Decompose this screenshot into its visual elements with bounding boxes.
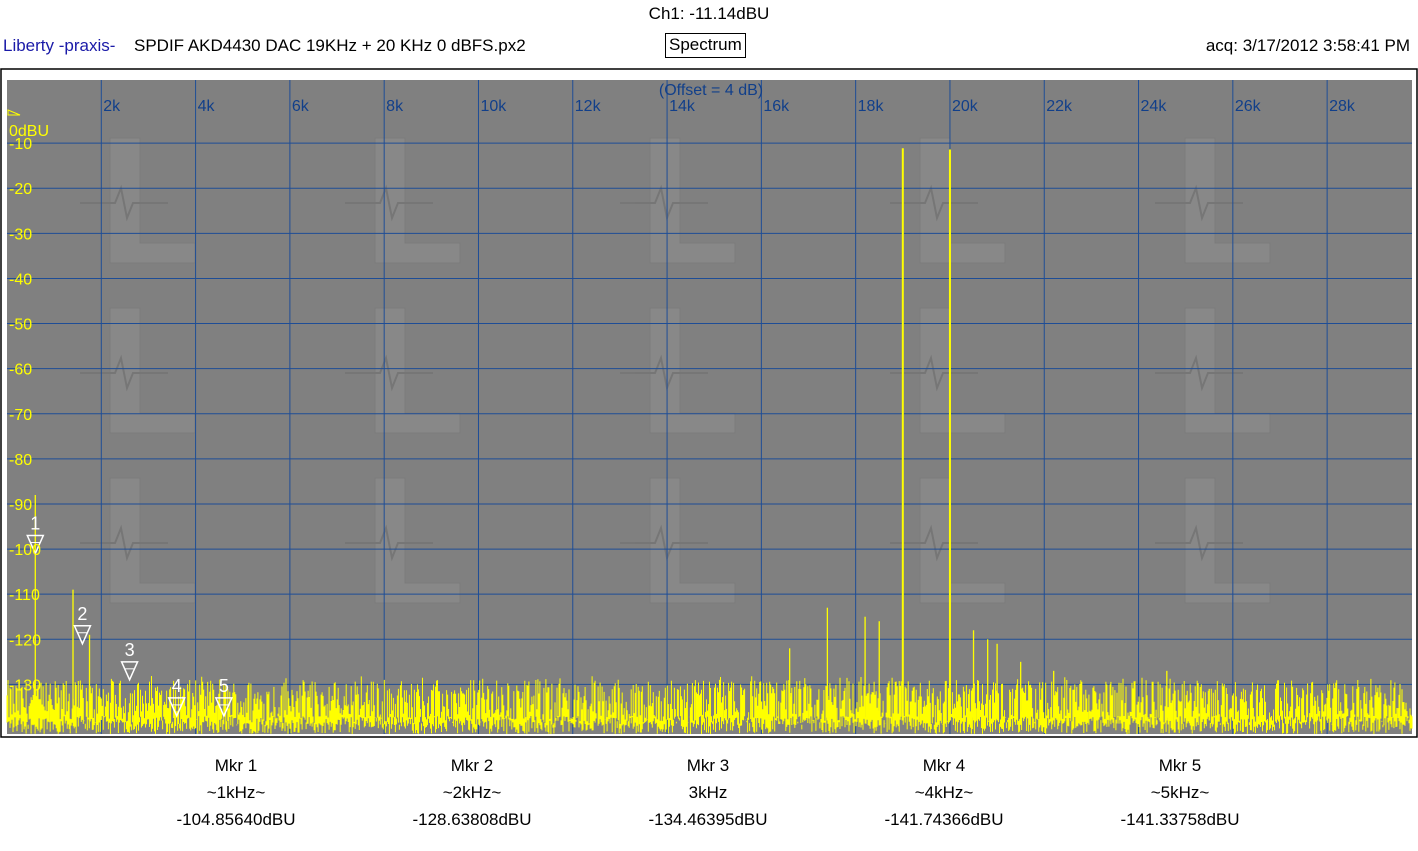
- noise-floor-trace: [6, 676, 1413, 734]
- x-tick-label: 16k: [763, 98, 790, 115]
- x-tick-label: 4k: [198, 98, 216, 115]
- x-tick-label: 26k: [1235, 98, 1262, 115]
- y-tick-label: -50: [9, 317, 32, 334]
- x-tick-label: 12k: [575, 98, 602, 115]
- marker-label: 2: [77, 604, 87, 624]
- y-tick-label: -60: [9, 362, 32, 379]
- marker-triangle-icon: [167, 697, 186, 718]
- channel-readout: Ch1: -11.14dBU: [648, 4, 770, 23]
- marker-readout-name: Mkr 2: [450, 756, 494, 775]
- spectrum-mode-button[interactable]: Spectrum: [665, 33, 746, 58]
- marker-label: 3: [125, 640, 135, 660]
- marker-1[interactable]: 1: [26, 514, 45, 556]
- x-tick-label: 18k: [858, 98, 885, 115]
- brand-label: Liberty -praxis-: [3, 36, 116, 55]
- y-tick-label: -10: [9, 136, 32, 153]
- marker-readout-value: -134.46395dBU: [648, 810, 768, 829]
- marker-readout-value: -141.74366dBU: [884, 810, 1004, 829]
- x-tick-label: 22k: [1046, 98, 1073, 115]
- marker-label: 4: [172, 676, 182, 696]
- y-tick-label: -30: [9, 226, 32, 243]
- y-tick-label: -80: [9, 452, 32, 469]
- grid-layer: [7, 80, 1412, 734]
- top-tick-label: 0dBU: [9, 123, 49, 140]
- marker-triangle-icon: [120, 661, 139, 682]
- marker-triangle-icon: [26, 534, 45, 556]
- marker-readout-5: Mkr 5 ~5kHz~ -141.33758dBU: [1060, 752, 1300, 833]
- y-tick-labels: -10 -20 -30 -40 -50 -60 -70 -80 -90 -100 -110 -120 -…: [9, 136, 41, 694]
- marker-readout-name: Mkr 4: [922, 756, 966, 775]
- marker-readout-name: Mkr 1: [214, 756, 258, 775]
- x-tick-labels: 2k 4k 6k 8k 10k 12k 14k 16k 18k 20k 22k 24k 26k 28k: [103, 98, 1356, 115]
- marker-readout-name: Mkr 3: [686, 756, 730, 775]
- marker-4[interactable]: 4: [167, 676, 186, 718]
- watermark-logo: [1155, 137, 1271, 264]
- watermark-logo: [345, 477, 461, 604]
- x-tick-label: 20k: [952, 98, 979, 115]
- y-tick-label: -110: [9, 587, 40, 604]
- marker-readout-freq: ~4kHz~: [914, 783, 974, 802]
- watermark-logo: [345, 137, 461, 264]
- marker-5[interactable]: 5: [214, 676, 234, 718]
- marker-triangle-icon: [73, 625, 92, 646]
- watermark-logo: [80, 137, 196, 264]
- plot-area: [7, 80, 1412, 734]
- y-tick-label: -20: [9, 181, 32, 198]
- watermark-logo: [620, 137, 736, 264]
- marker-readout-4: Mkr 4 ~4kHz~ -141.74366dBU: [824, 752, 1064, 833]
- marker-readout-value: -104.85640dBU: [176, 810, 296, 829]
- x-tick-label: 2k: [103, 98, 121, 115]
- marker-2[interactable]: 2: [73, 604, 92, 646]
- marker-triangle-icon: [214, 697, 234, 718]
- y-tick-label: -90: [9, 497, 32, 514]
- marker-readout-value: -141.33758dBU: [1120, 810, 1240, 829]
- x-tick-label: 14k: [669, 98, 696, 115]
- trace-layer: [6, 148, 1413, 734]
- marker-readout-freq: ~5kHz~: [1150, 783, 1210, 802]
- marker-label: 1: [30, 514, 40, 534]
- watermark-logo: [620, 307, 736, 434]
- marker-readout-3: Mkr 3 3kHz -134.46395dBU: [588, 752, 828, 833]
- x-tick-label: 28k: [1329, 98, 1356, 115]
- marker-readout-freq: 3kHz: [688, 783, 728, 802]
- reference-level-marker: [7, 109, 21, 116]
- marker-readout-1: Mkr 1 ~1kHz~ -104.85640dBU: [116, 752, 356, 833]
- watermark-logo: [345, 307, 461, 434]
- spectrum-chart: 1 2 3 4 5 2k 4k 6k 8k 10k 12k 14k 16k 18k 20k 22k 24k 26…: [0, 68, 1418, 738]
- x-tick-label: 6k: [292, 98, 310, 115]
- marker-readout-value: -128.63808dBU: [412, 810, 532, 829]
- x-tick-label: 24k: [1141, 98, 1168, 115]
- watermark-logo: [80, 477, 196, 604]
- marker-readout-2: Mkr 2 ~2kHz~ -128.63808dBU: [352, 752, 592, 833]
- marker-label: 5: [219, 676, 229, 696]
- file-name: SPDIF AKD4430 DAC 19KHz + 20 KHz 0 dBFS.…: [134, 36, 526, 55]
- y-tick-label: -130: [9, 677, 41, 694]
- acquisition-time: acq: 3/17/2012 3:58:41 PM: [1205, 36, 1410, 55]
- y-tick-label: -40: [9, 271, 32, 288]
- watermark-layer: [80, 137, 1271, 604]
- watermark-logo: [80, 307, 196, 434]
- y-tick-label: -120: [9, 632, 41, 649]
- marker-3[interactable]: 3: [120, 640, 139, 682]
- x-tick-label: 8k: [386, 98, 404, 115]
- watermark-logo: [1155, 477, 1271, 604]
- watermark-logo: [1155, 307, 1271, 434]
- y-tick-label: -100: [9, 542, 41, 559]
- marker-readout-name: Mkr 5: [1158, 756, 1202, 775]
- watermark-logo: [620, 477, 736, 604]
- offset-label: (Offset = 4 dB): [659, 82, 763, 99]
- markers-layer: 1 2 3 4 5: [26, 514, 234, 718]
- x-tick-label: 10k: [480, 98, 507, 115]
- y-tick-label: -70: [9, 407, 32, 424]
- marker-readout-freq: ~1kHz~: [206, 783, 266, 802]
- marker-readout-freq: ~2kHz~: [442, 783, 502, 802]
